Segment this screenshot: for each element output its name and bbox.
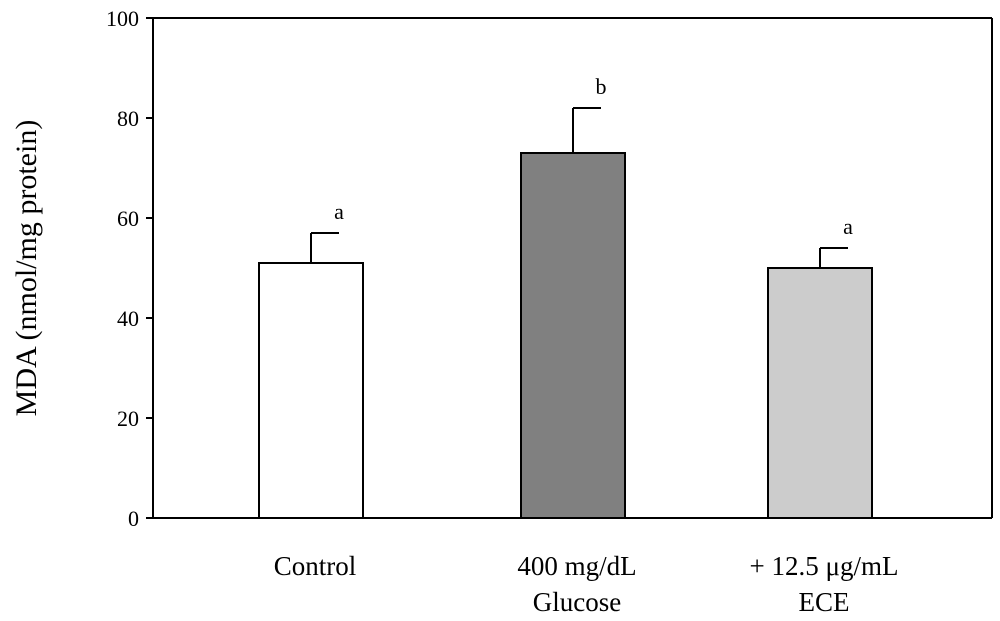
bar [767, 267, 873, 519]
x-category-label: Control [274, 551, 357, 581]
y-tick-label: 40 [117, 306, 139, 331]
x-category-label: Glucose [533, 587, 621, 617]
x-category-label: 400 mg/dL [517, 551, 636, 581]
significance-label: a [843, 214, 853, 239]
bar [258, 262, 364, 519]
bars: a b a [258, 74, 873, 519]
y-tick-label: 80 [117, 106, 139, 131]
x-labels: Control 400 mg/dL Glucose + 12.5 μg/mL ECE [274, 551, 899, 617]
significance-label: a [334, 199, 344, 224]
y-tick-label: 0 [128, 506, 139, 531]
x-category-label: + 12.5 μg/mL [750, 551, 899, 581]
y-tick-label: 100 [106, 6, 139, 31]
y-ticks: 0 20 40 60 80 100 [106, 6, 153, 531]
bar [520, 152, 626, 519]
significance-label: b [596, 74, 607, 99]
y-tick-label: 60 [117, 206, 139, 231]
x-category-label: ECE [799, 587, 850, 617]
y-axis-label: MDA (nmol/mg protein) [10, 120, 43, 417]
y-tick-label: 20 [117, 406, 139, 431]
